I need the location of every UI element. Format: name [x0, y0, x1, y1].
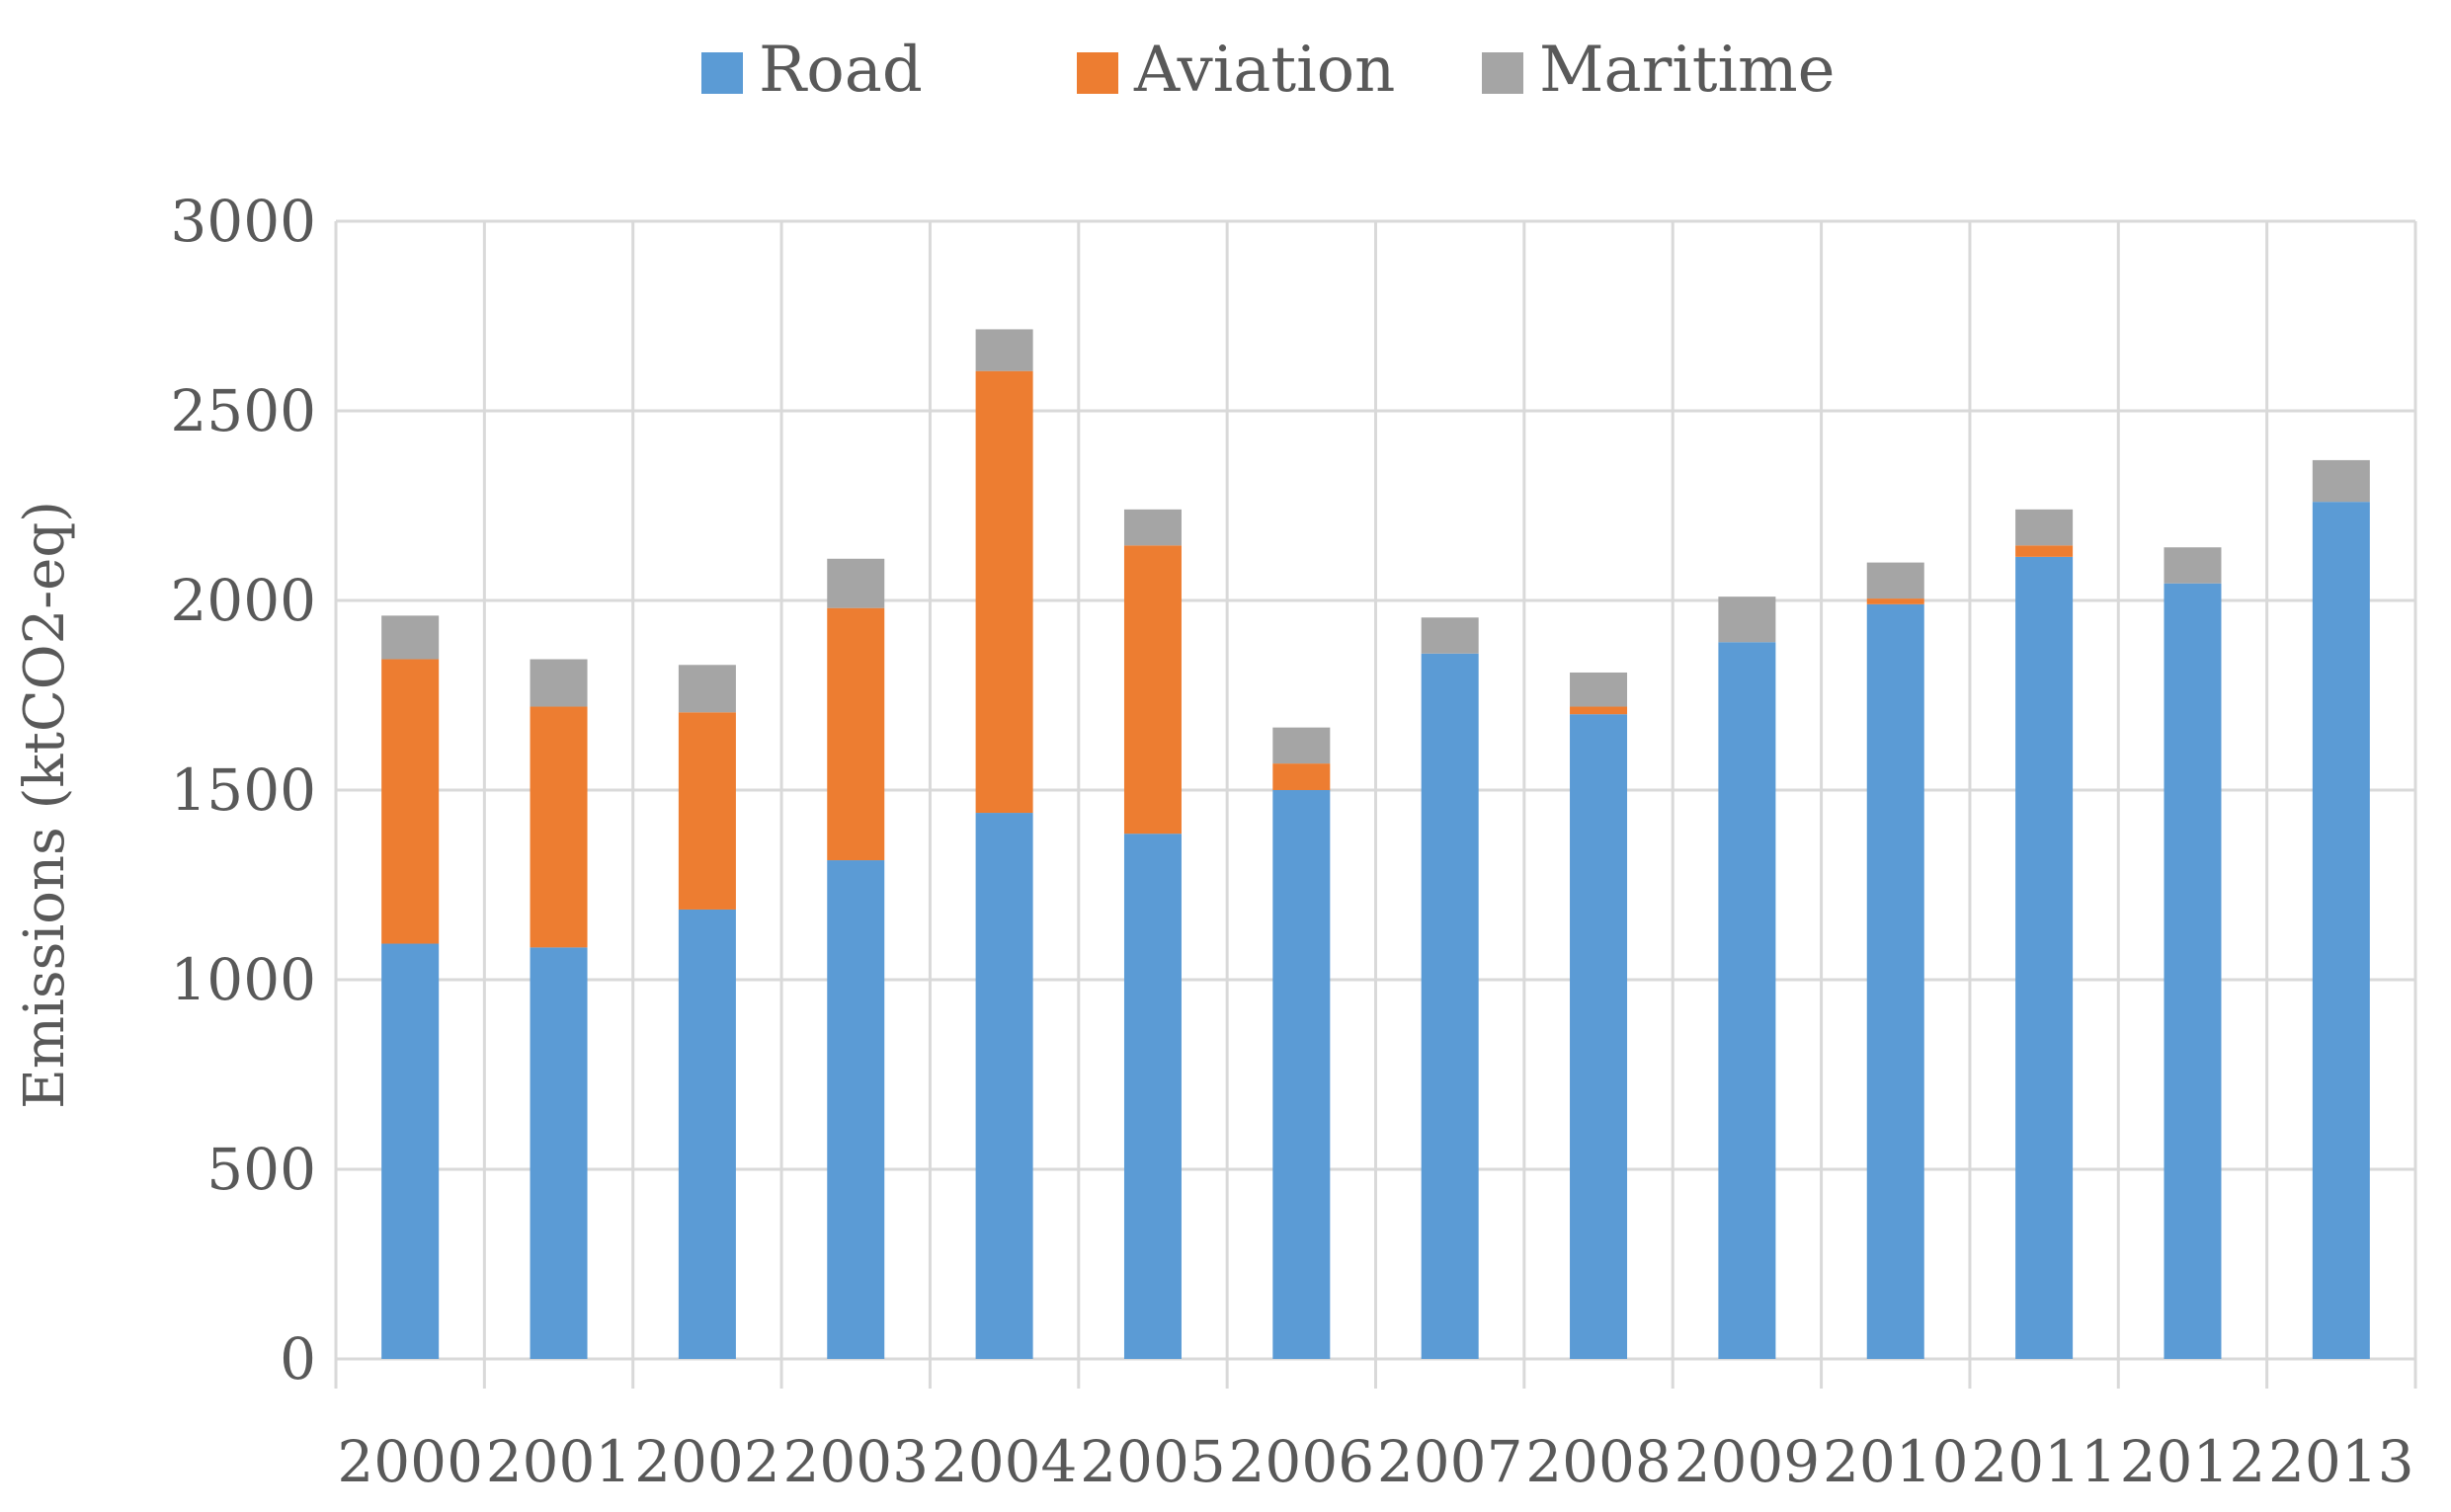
- x-tick-label: 2008: [1525, 1428, 1672, 1495]
- bar-road-2005: [1123, 834, 1182, 1359]
- legend-label-maritime: Maritime: [1539, 34, 1836, 107]
- bar-road-2012: [2164, 583, 2222, 1359]
- bar-aviation-2006: [1272, 763, 1331, 790]
- y-tick-label: 500: [206, 1136, 316, 1203]
- legend-swatch-aviation: [1077, 52, 1118, 94]
- bar-road-2013: [2312, 502, 2370, 1359]
- bar-aviation-2005: [1123, 545, 1182, 835]
- x-tick-label: 2001: [486, 1428, 632, 1495]
- y-tick-label: 1500: [170, 756, 316, 824]
- bar-road-2010: [1866, 603, 1924, 1359]
- bar-road-2011: [2015, 556, 2074, 1359]
- bar-road-2008: [1570, 714, 1628, 1359]
- bar-aviation-2002: [678, 712, 736, 910]
- x-tick-label: 2009: [1675, 1428, 1821, 1495]
- bar-maritime-2005: [1123, 509, 1182, 546]
- bar-road-2007: [1421, 653, 1479, 1359]
- legend-label-road: Road: [759, 34, 923, 107]
- bar-aviation-2011: [2015, 545, 2074, 557]
- bar-maritime-2000: [381, 615, 440, 660]
- bar-maritime-2009: [1718, 597, 1776, 643]
- bar-road-2004: [975, 813, 1033, 1359]
- legend: Road Aviation Maritime: [701, 34, 1836, 107]
- y-axis-title: Emissions (ktCO2-eq): [13, 501, 77, 1109]
- bar-maritime-2006: [1272, 727, 1331, 764]
- x-tick-label: 2005: [1080, 1428, 1226, 1495]
- bar-aviation-2010: [1866, 598, 1924, 604]
- bar-road-2001: [530, 947, 588, 1359]
- bar-maritime-2004: [975, 329, 1033, 371]
- y-tick-label: 2000: [170, 567, 316, 634]
- legend-swatch-maritime: [1482, 52, 1523, 94]
- y-tick-label: 1000: [170, 946, 316, 1013]
- bars: [381, 329, 2370, 1359]
- bar-maritime-2012: [2164, 547, 2222, 584]
- bar-maritime-2003: [827, 558, 885, 608]
- bar-maritime-2007: [1421, 617, 1479, 654]
- bar-maritime-2001: [530, 659, 588, 707]
- x-tick-label: 2007: [1377, 1428, 1523, 1495]
- bar-maritime-2010: [1866, 562, 1924, 599]
- bar-maritime-2011: [2015, 509, 2074, 546]
- bar-road-2006: [1272, 790, 1331, 1359]
- x-tick-label: 2004: [932, 1428, 1078, 1495]
- x-tick-label: 2013: [2268, 1428, 2414, 1495]
- legend-swatch-road: [701, 52, 743, 94]
- y-tick-label: 3000: [170, 188, 316, 255]
- x-tick-label: 2003: [782, 1428, 929, 1495]
- x-tick-label: 2010: [1823, 1428, 1969, 1495]
- bar-aviation-2000: [381, 659, 440, 944]
- legend-label-aviation: Aviation: [1133, 34, 1395, 107]
- bar-road-2000: [381, 943, 440, 1359]
- bar-aviation-2008: [1570, 706, 1628, 715]
- x-tick-label: 2012: [2120, 1428, 2266, 1495]
- x-tick-label: 2002: [634, 1428, 780, 1495]
- y-axis-ticks: 0 500 1000 1500 2000 2500 3000: [170, 188, 316, 1393]
- bar-maritime-2013: [2312, 459, 2370, 503]
- bar-road-2002: [678, 909, 736, 1359]
- bar-aviation-2001: [530, 706, 588, 948]
- bar-maritime-2008: [1570, 672, 1628, 707]
- bar-aviation-2003: [827, 607, 885, 861]
- gridlines: [334, 219, 2417, 1389]
- x-tick-label: 2006: [1229, 1428, 1375, 1495]
- x-tick-label: 2011: [1971, 1428, 2117, 1495]
- y-tick-label: 0: [280, 1325, 316, 1393]
- bar-road-2009: [1718, 642, 1776, 1359]
- x-tick-label: 2000: [337, 1428, 483, 1495]
- bar-road-2003: [827, 860, 885, 1359]
- bar-maritime-2002: [678, 665, 736, 713]
- x-axis-ticks: 2000 2001 2002 2003 2004 2005 2006 2007 2008 2009…: [337, 1428, 2413, 1495]
- bar-aviation-2004: [975, 370, 1033, 814]
- y-tick-label: 2500: [170, 377, 316, 444]
